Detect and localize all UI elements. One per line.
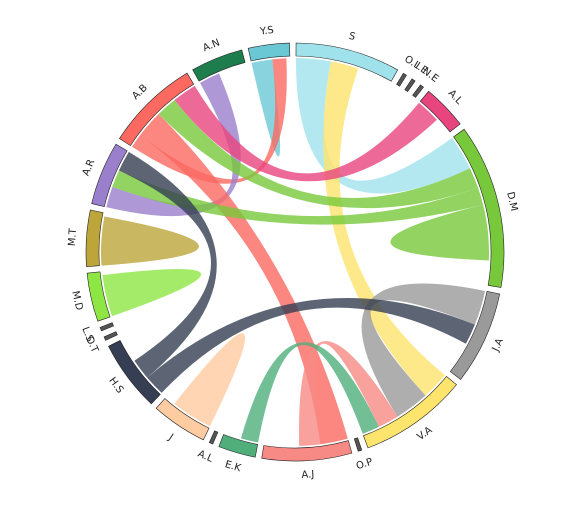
group-label: M.D [69, 290, 84, 312]
ribbon [140, 113, 348, 445]
group-label: A.R [81, 158, 98, 178]
group-arc [453, 128, 505, 288]
group-arc [208, 430, 219, 445]
group-label: J [166, 432, 175, 443]
group-label: M.T [67, 227, 79, 246]
ribbon [118, 151, 217, 378]
ribbon [251, 59, 281, 157]
group-arc [261, 440, 353, 462]
group-arc [295, 42, 399, 82]
group-label: D.M [504, 191, 519, 213]
group-arc [396, 72, 407, 87]
ribbon [112, 170, 484, 225]
ribbon [174, 85, 437, 182]
group-label: H.S [106, 376, 125, 396]
ribbon [158, 99, 479, 209]
group-arc [218, 434, 259, 458]
group-label: V.A [415, 425, 434, 443]
group-arc [412, 84, 424, 98]
group-arc [192, 49, 246, 82]
ribbon [147, 298, 475, 393]
ribbon [295, 58, 470, 194]
group-arc [99, 322, 114, 332]
group-arc [363, 375, 457, 449]
ribbon [102, 269, 202, 317]
ribbons [101, 58, 489, 446]
group-label: A.L [196, 449, 215, 465]
group-label: A.N [201, 37, 221, 54]
group-arc [419, 90, 461, 133]
ribbon [174, 333, 246, 427]
ribbon [323, 61, 445, 396]
group-label: O.P [355, 457, 374, 473]
group-label: Y.S [259, 25, 275, 38]
group-label: E.K [224, 459, 243, 474]
group-arc [353, 437, 363, 452]
group-arc [91, 143, 128, 207]
group-label: A.L [446, 88, 465, 107]
group-arc [155, 398, 210, 441]
group-arc [108, 340, 161, 405]
group-label: A.B [130, 82, 150, 102]
group-arc [247, 42, 291, 62]
ribbon [390, 204, 489, 261]
group-arc [103, 331, 118, 341]
ribbon [299, 341, 398, 446]
group-label: L.S [79, 325, 95, 343]
group-label: S [348, 31, 357, 43]
group-arc [85, 209, 104, 267]
group-label: A.J [301, 469, 314, 481]
group-arc [404, 78, 416, 93]
ribbon [361, 283, 486, 417]
group-arc [449, 291, 501, 380]
group-arc [86, 271, 111, 322]
group-arc [119, 72, 195, 147]
ribbon [101, 216, 199, 266]
group-label: J.A [490, 337, 506, 354]
ribbon [106, 73, 241, 217]
ribbon [240, 342, 379, 443]
